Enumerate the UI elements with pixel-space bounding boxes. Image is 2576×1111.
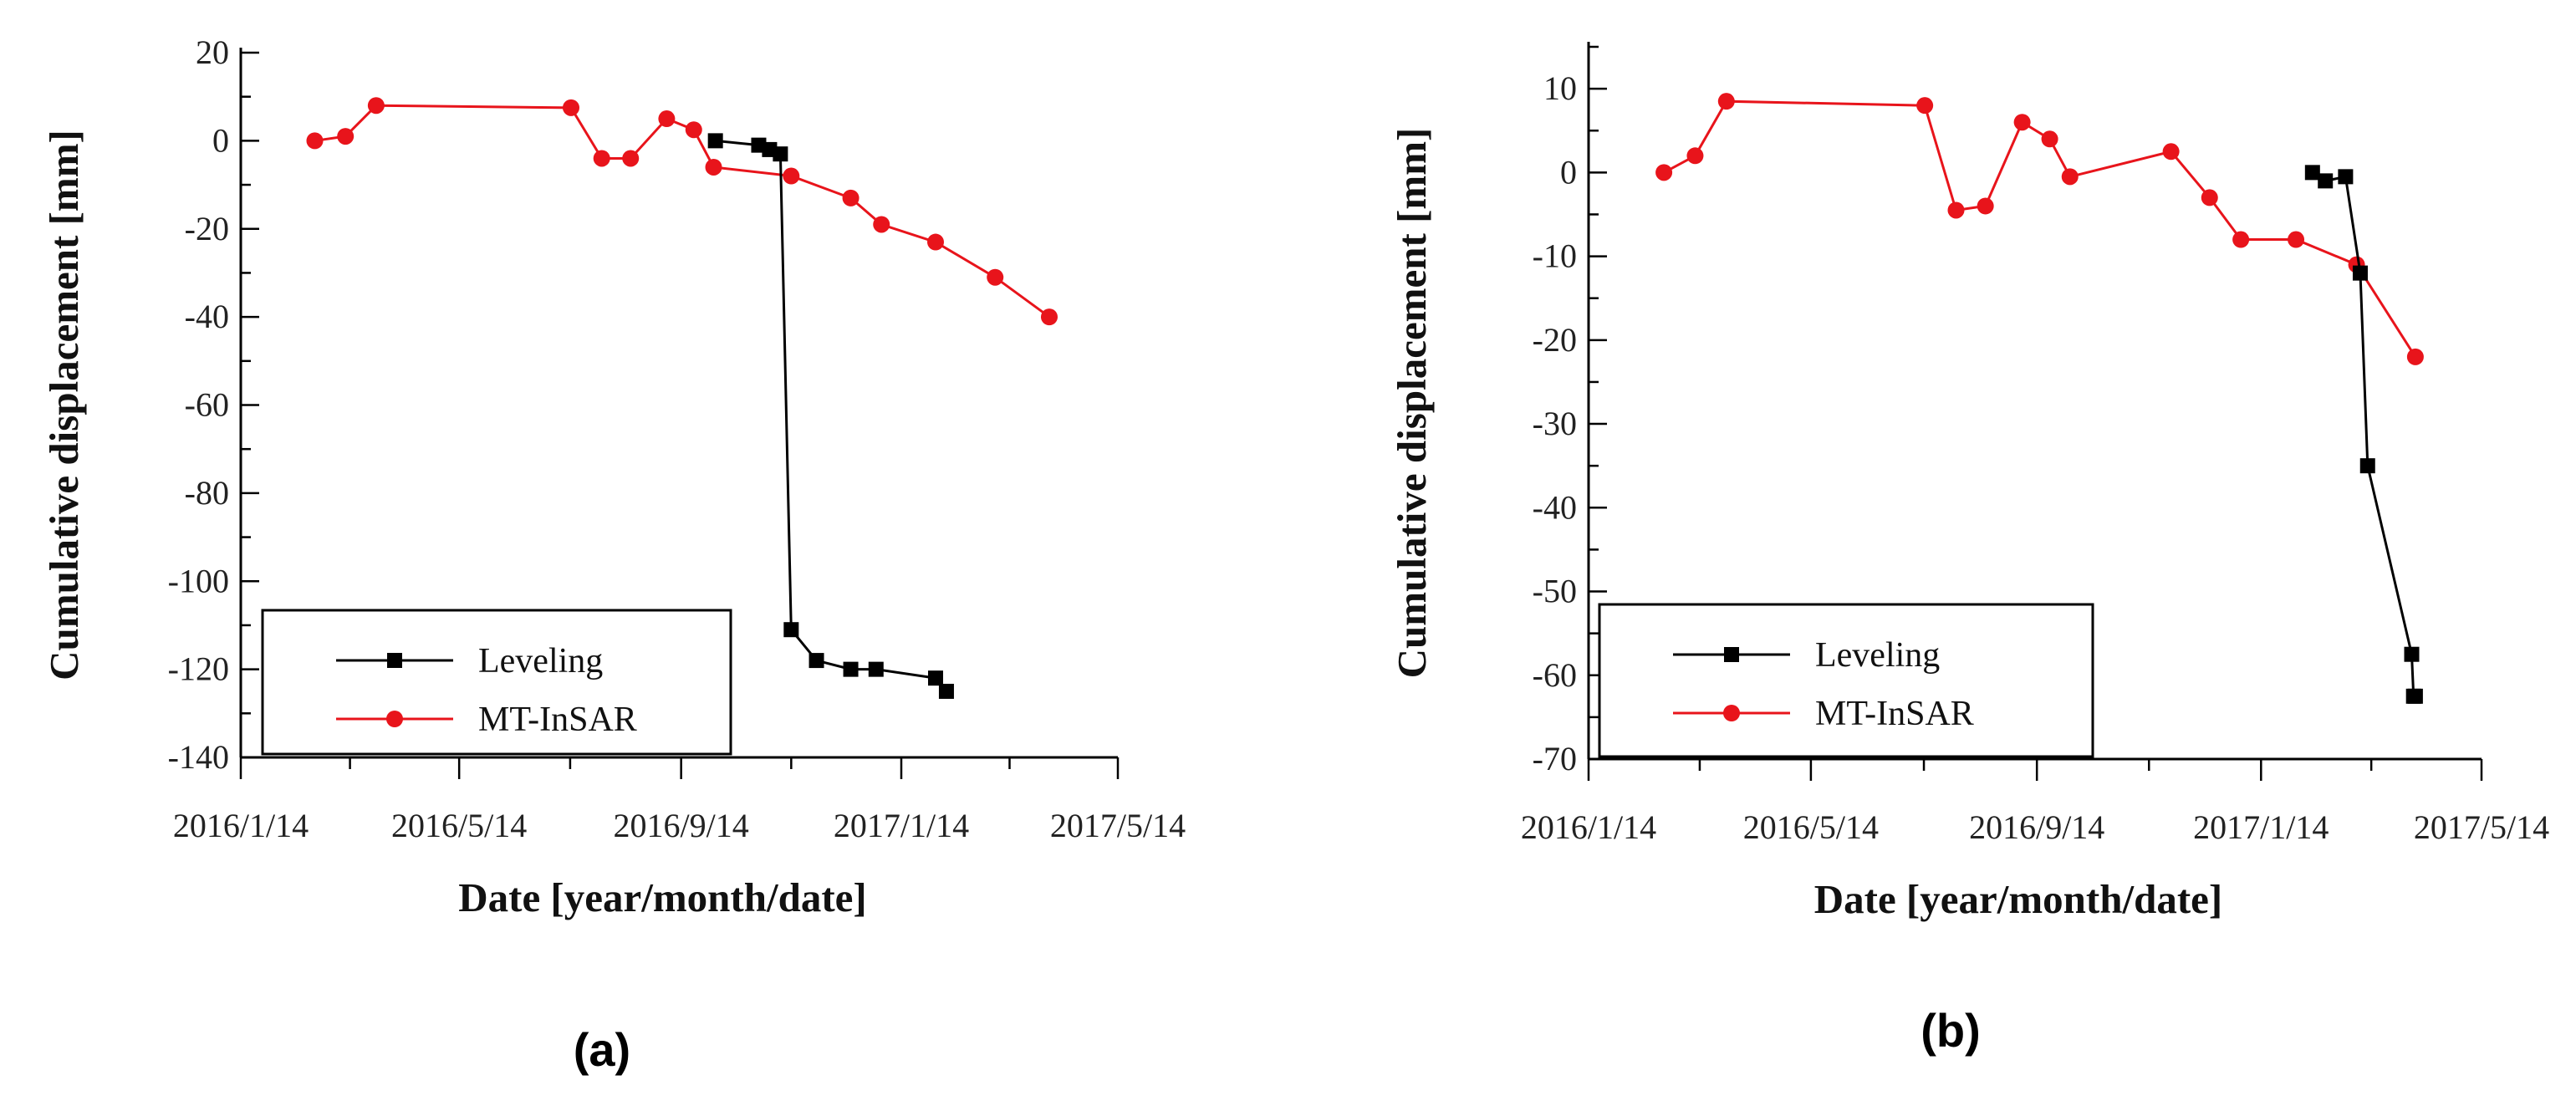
data-point-mt-insar	[337, 128, 355, 145]
data-point-mt-insar	[593, 150, 610, 167]
y-tick-label: -60	[185, 386, 229, 424]
x-tick-label: 2017/5/14	[1050, 807, 1186, 844]
panel-label: (b)	[1921, 1004, 1981, 1057]
data-point-mt-insar	[2013, 114, 2031, 131]
x-tick-label: 2017/1/14	[2193, 808, 2329, 846]
y-tick-label: -70	[1533, 740, 1577, 777]
y-tick-label: -50	[1533, 573, 1577, 610]
legend-box	[261, 609, 732, 756]
data-point-mt-insar	[1947, 201, 1965, 219]
panel-label: (a)	[574, 1023, 630, 1076]
y-tick-label: 0	[1560, 153, 1577, 191]
y-tick-label: -120	[168, 650, 229, 688]
data-point-mt-insar	[1916, 97, 1934, 115]
data-point-mt-insar	[2288, 231, 2305, 248]
legend-marker-mt-insar	[386, 711, 403, 727]
data-point-leveling	[809, 653, 824, 669]
y-axis-title: Cumulative displacement [mm]	[41, 130, 87, 680]
data-point-mt-insar	[2162, 143, 2180, 161]
data-point-leveling	[2352, 265, 2368, 281]
data-point-mt-insar	[1717, 93, 1735, 110]
data-point-mt-insar	[685, 121, 702, 139]
data-point-mt-insar	[873, 216, 890, 233]
y-tick-label: -10	[1533, 237, 1577, 275]
x-axis-title: Date [year/month/date]	[1814, 876, 2223, 922]
x-tick-label: 2016/9/14	[614, 807, 749, 844]
x-tick-label: 2017/1/14	[834, 807, 969, 844]
data-point-leveling	[783, 622, 799, 638]
y-tick-label: 20	[196, 33, 229, 71]
data-point-leveling	[2359, 458, 2375, 474]
data-point-mt-insar	[367, 97, 385, 115]
data-point-mt-insar	[658, 110, 676, 128]
data-point-mt-insar	[622, 150, 640, 167]
legend-marker-leveling	[387, 653, 402, 668]
data-point-leveling	[2318, 173, 2334, 189]
y-tick-label: -20	[1533, 321, 1577, 359]
data-point-leveling	[2404, 646, 2420, 662]
legend-label-mt-insar: MT-InSAR	[1815, 695, 1974, 733]
legend-label-leveling: Leveling	[478, 642, 603, 680]
data-point-mt-insar	[562, 99, 579, 116]
x-tick-label: 2017/5/14	[2414, 808, 2549, 846]
legend: Leveling MT-InSAR	[261, 609, 732, 756]
x-axis-title: Date [year/month/date]	[458, 874, 867, 920]
y-tick-label: -20	[185, 210, 229, 247]
data-point-mt-insar	[1686, 147, 1704, 165]
y-tick-label: -40	[185, 298, 229, 335]
data-point-mt-insar	[1977, 197, 1994, 215]
data-point-mt-insar	[2201, 189, 2218, 206]
legend: Leveling MT-InSAR	[1598, 603, 2094, 758]
series-line-leveling	[715, 139, 948, 692]
series-line-leveling	[2311, 171, 2415, 698]
data-point-mt-insar	[842, 189, 860, 206]
data-point-leveling	[707, 133, 723, 149]
data-point-mt-insar	[2232, 231, 2250, 248]
y-tick-label: -60	[1533, 656, 1577, 694]
data-point-leveling	[2338, 169, 2354, 185]
legend-marker-leveling	[1724, 647, 1739, 662]
data-point-mt-insar	[306, 132, 324, 150]
y-tick-label: -80	[185, 474, 229, 512]
legend-marker-mt-insar	[1723, 705, 1740, 721]
x-tick-label: 2016/1/14	[1521, 808, 1656, 846]
data-point-leveling	[2407, 688, 2423, 704]
data-point-mt-insar	[1655, 164, 1673, 181]
data-point-leveling	[773, 146, 788, 162]
y-tick-label: 10	[1543, 69, 1577, 107]
data-point-leveling	[2304, 165, 2320, 181]
data-point-mt-insar	[926, 233, 944, 251]
legend-label-mt-insar: MT-InSAR	[478, 701, 637, 739]
y-tick-label: 0	[212, 121, 229, 159]
data-point-leveling	[938, 683, 954, 699]
x-tick-label: 2016/1/14	[173, 807, 309, 844]
data-point-mt-insar	[2041, 130, 2058, 148]
data-point-mt-insar	[1040, 308, 1058, 326]
panel-a: 20 0 -20 -40 -60 -80 -100 -120 -140 2016/1/14 2016…	[41, 33, 1186, 1076]
legend-label-leveling: Leveling	[1815, 636, 1940, 675]
series-line-mt-insar	[314, 104, 1050, 319]
data-point-mt-insar	[705, 158, 722, 176]
y-tick-label: -30	[1533, 405, 1577, 442]
y-tick-label: -40	[1533, 488, 1577, 526]
data-point-mt-insar	[2061, 168, 2079, 186]
data-point-leveling	[927, 670, 943, 686]
x-tick-label: 2016/9/14	[1969, 808, 2104, 846]
y-axis-title: Cumulative displacement [mm]	[1389, 128, 1435, 679]
legend-box	[1598, 603, 2094, 758]
panel-b: 10 0 -10 -20 -30 -40 -50 -60 -70 2016/1/14 2016/5/…	[1389, 42, 2549, 1057]
y-tick-label: -140	[168, 738, 229, 776]
data-point-leveling	[843, 661, 859, 677]
y-tick-label: -100	[168, 562, 229, 599]
x-tick-label: 2016/5/14	[391, 807, 527, 844]
data-point-mt-insar	[2406, 348, 2424, 365]
data-point-mt-insar	[987, 268, 1004, 286]
x-tick-label: 2016/5/14	[1743, 808, 1879, 846]
data-point-leveling	[868, 661, 884, 677]
series-line-mt-insar	[1663, 99, 2417, 358]
data-point-mt-insar	[783, 167, 800, 185]
